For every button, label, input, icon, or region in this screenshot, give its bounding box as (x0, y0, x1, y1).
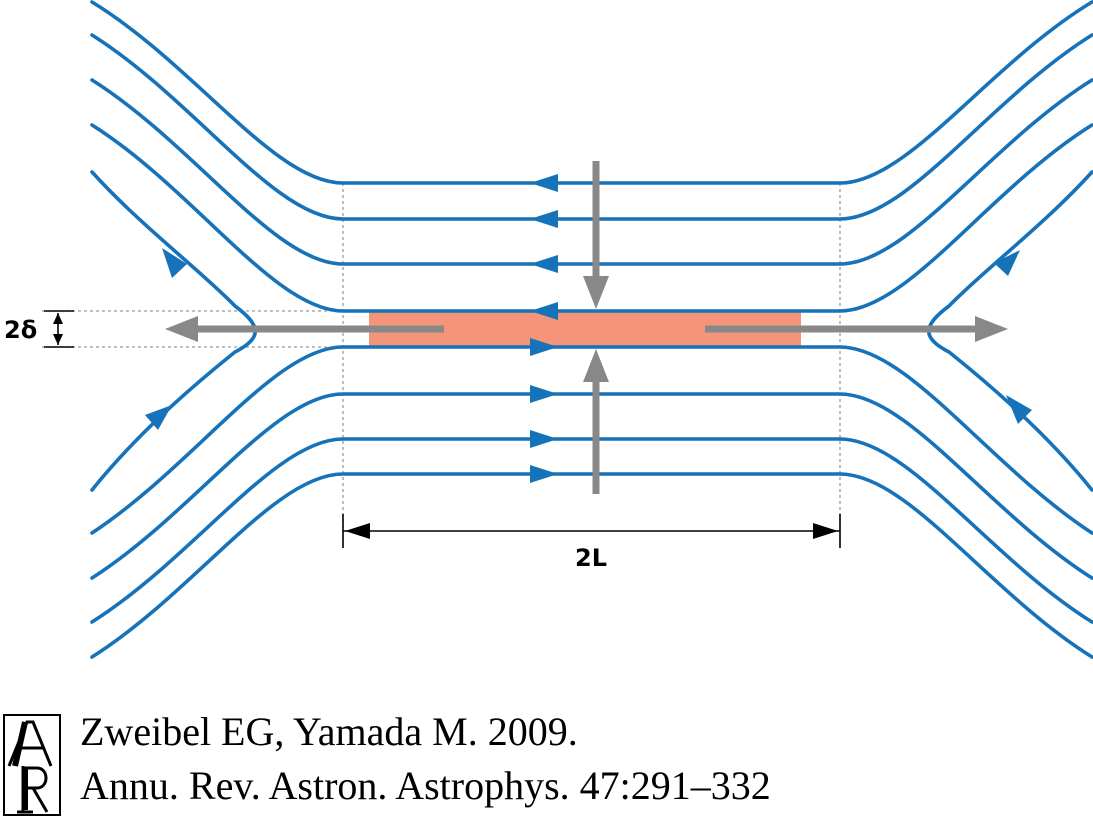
left-arrow-icon (530, 210, 558, 228)
citation-journal: Annu. Rev. Astron. Astrophys. 47:291–332 (80, 763, 771, 808)
right-arrow-icon (813, 523, 838, 539)
citation-authors: Zweibel EG, Yamada M. 2009. (80, 709, 578, 754)
left-arrow-icon (345, 523, 370, 539)
right-arrow-icon (975, 316, 1008, 342)
lower-field-lines (90, 345, 1093, 659)
up-right-arrow-icon (994, 250, 1020, 276)
left-arrow-icon (530, 174, 558, 192)
field-direction-arrows (145, 174, 1032, 483)
upper-field-lines (90, 0, 1093, 313)
right-arrow-icon (530, 385, 558, 403)
field-line (90, 437, 1093, 624)
field-line (90, 392, 1093, 580)
right-arrow-icon (530, 430, 558, 448)
up-arrow-icon (53, 313, 63, 324)
up-left-arrow-icon (1006, 395, 1032, 424)
down-arrow-icon (53, 334, 63, 345)
up-left-arrow-icon (162, 248, 187, 278)
figure-credit: Zweibel EG, Yamada M. 2009. Annu. Rev. A… (0, 706, 1093, 818)
field-line (90, 0, 1093, 185)
left-arrow-icon (530, 255, 558, 273)
length-dimension: 2L (342, 514, 841, 572)
reconnection-diagram: 2L 2δ (4, 0, 1093, 659)
field-line (90, 123, 1093, 313)
right-arrow-icon (530, 338, 558, 356)
left-arrow-icon (530, 302, 558, 320)
field-line (90, 78, 1093, 266)
annual-reviews-logo-icon (3, 714, 61, 816)
left-arrow-icon (165, 316, 198, 342)
field-line (90, 345, 1093, 535)
up-right-arrow-icon (145, 405, 172, 430)
field-line (90, 33, 1093, 221)
thickness-label: 2δ (4, 316, 37, 344)
up-arrow-icon (583, 349, 609, 382)
thickness-dimension: 2δ (4, 310, 74, 348)
plasma-flow-arrows (165, 161, 1008, 494)
field-line (90, 472, 1093, 659)
down-arrow-icon (583, 276, 609, 309)
length-label: 2L (575, 544, 607, 572)
right-arrow-icon (530, 465, 558, 483)
